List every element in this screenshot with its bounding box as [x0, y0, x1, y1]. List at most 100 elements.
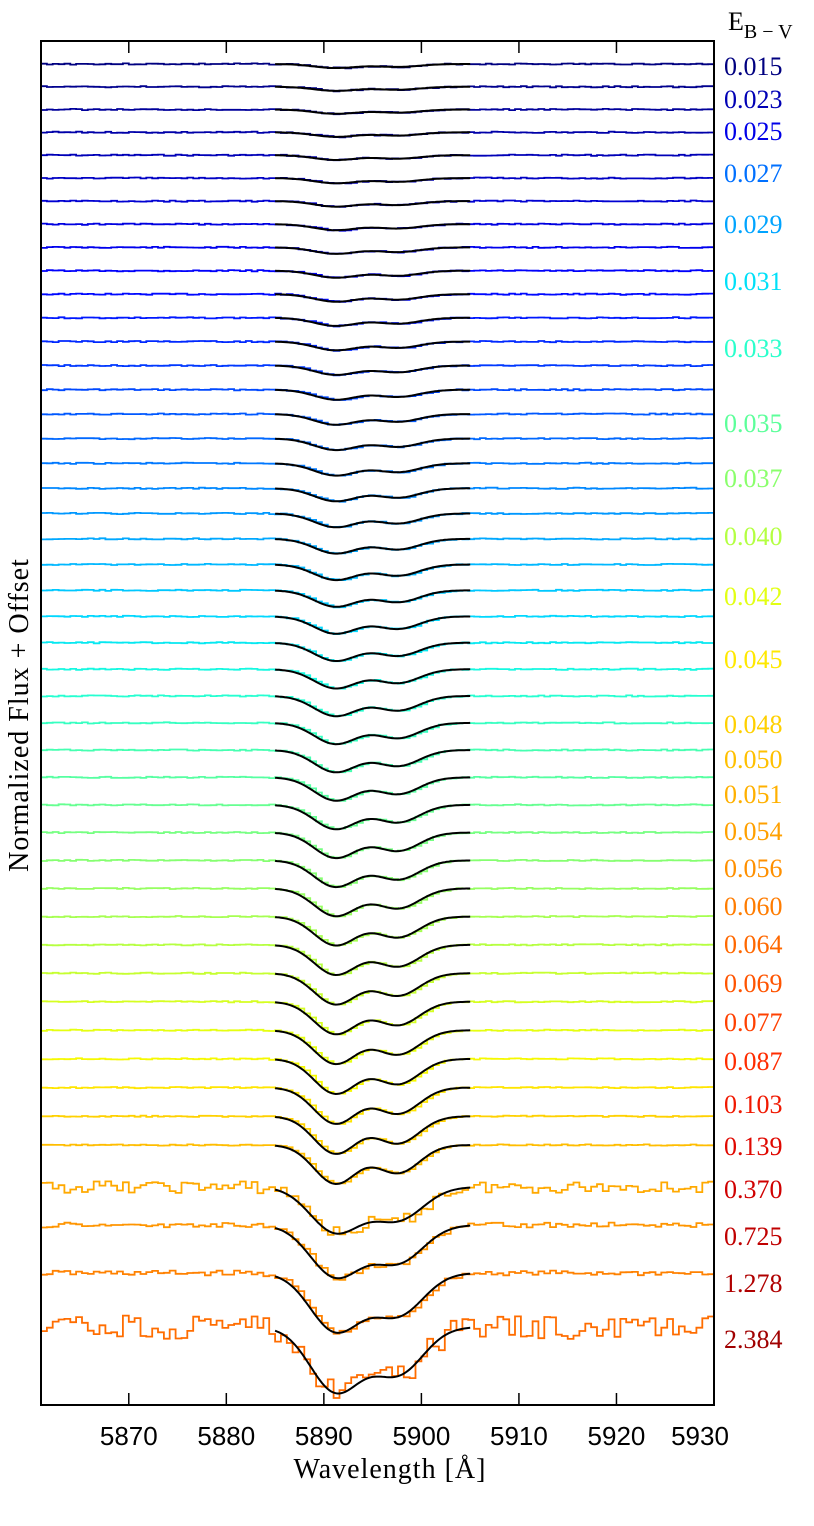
fit-line-28: [274, 749, 471, 774]
fit-line-38: [274, 1029, 471, 1066]
ebv-label-19: 0.069: [724, 969, 783, 998]
fit-line-32: [274, 859, 471, 889]
fit-line-43: [274, 1186, 471, 1235]
fit-line-33: [274, 887, 471, 918]
fit-line-10: [275, 293, 471, 303]
fit-line-17: [275, 462, 471, 477]
ebv-label-7: 0.035: [724, 409, 783, 438]
spectrum-line-11: [41, 316, 714, 328]
spectrum-line-28: [41, 748, 714, 774]
spectrum-line-21: [41, 563, 714, 581]
fit-line-19: [275, 512, 471, 529]
fit-line-42: [274, 1144, 471, 1186]
spectrum-line-13: [41, 364, 714, 377]
fit-line-1: [275, 85, 471, 92]
x-tick-label-5: 5920: [588, 1421, 646, 1451]
spectrum-line-14: [41, 388, 714, 401]
x-tick-label-4: 5910: [490, 1421, 548, 1451]
spectrum-line-30: [41, 803, 714, 830]
spectrum-line-16: [41, 437, 714, 451]
fit-line-37: [274, 1000, 471, 1036]
spectrum-line-35: [41, 943, 714, 976]
ebv-label-5: 0.031: [724, 267, 783, 296]
spectrum-line-26: [41, 694, 714, 718]
spectrum-line-9: [41, 269, 714, 279]
fit-line-0: [275, 63, 471, 69]
spectrum-line-18: [41, 486, 714, 503]
fit-line-34: [274, 915, 471, 947]
ebv-label-0: 0.015: [724, 52, 783, 81]
ebv-label-18: 0.064: [724, 930, 783, 959]
ebv-label-15: 0.054: [724, 817, 783, 846]
fit-line-4: [275, 154, 471, 161]
ebv-label-25: 0.725: [724, 1222, 783, 1251]
ebv-label-3: 0.027: [724, 159, 783, 188]
ebv-label-20: 0.077: [724, 1008, 783, 1037]
spectrum-line-10: [41, 292, 714, 303]
ebv-label-2: 0.025: [724, 117, 783, 146]
fit-line-13: [275, 364, 471, 376]
fit-line-31: [274, 831, 471, 860]
spectrum-line-33: [41, 887, 714, 918]
fit-line-2: [275, 108, 471, 115]
fit-line-35: [274, 943, 471, 977]
plot-frame: [40, 40, 715, 1406]
spectrum-line-27: [41, 721, 714, 745]
spectrum-line-22: [41, 588, 714, 609]
fit-line-36: [274, 972, 471, 1006]
spectrum-line-41: [41, 1114, 714, 1155]
ebv-label-24: 0.370: [724, 1175, 783, 1204]
spectrum-line-19: [41, 512, 714, 528]
ebv-label-12: 0.048: [724, 710, 783, 739]
spectrum-line-34: [41, 915, 714, 947]
ebv-labels: 0.015 0.023 0.025 0.027 0.029 0.031 0.033 0.035…: [724, 52, 783, 1354]
x-tick-label-1: 5880: [197, 1421, 255, 1451]
ebv-label-14: 0.051: [724, 780, 783, 809]
x-axis-ticks: 5870 5880 5890 5900 5910 5920 5930: [100, 41, 729, 1451]
fit-line-23: [275, 615, 471, 635]
x-tick-label-2: 5890: [295, 1421, 353, 1451]
fit-line-12: [275, 340, 471, 352]
spectrum-line-24: [41, 641, 714, 663]
fit-line-41: [274, 1115, 471, 1155]
spectrum-line-44: [41, 1221, 714, 1281]
fit-line-39: [274, 1058, 471, 1096]
spectrum-line-8: [41, 245, 714, 255]
fit-line-21: [275, 563, 471, 582]
fit-line-9: [275, 269, 471, 279]
x-tick-label-6: 5930: [671, 1421, 729, 1451]
spectrum-line-12: [41, 340, 714, 352]
fit-line-22: [275, 589, 471, 608]
spectrum-line-45: [41, 1269, 714, 1335]
x-tick-label-0: 5870: [100, 1421, 158, 1451]
spectrum-line-36: [41, 971, 714, 1006]
fit-line-29: [275, 776, 471, 802]
fit-line-8: [275, 246, 471, 255]
fit-line-6: [275, 200, 471, 208]
fit-line-20: [275, 537, 471, 555]
spectrum-line-15: [41, 412, 714, 426]
fit-line-18: [275, 487, 471, 503]
ebv-label-21: 0.087: [724, 1047, 783, 1076]
ebv-label-1: 0.023: [724, 85, 783, 114]
ebv-label-6: 0.033: [724, 334, 783, 363]
fit-line-27: [275, 721, 471, 746]
legend-title: EB − V: [728, 7, 793, 43]
fit-line-7: [275, 223, 471, 232]
fit-line-14: [275, 388, 471, 401]
ebv-label-9: 0.040: [724, 522, 783, 551]
ebv-label-13: 0.050: [724, 745, 783, 774]
fit-line-25: [275, 668, 471, 690]
ebv-label-10: 0.042: [724, 582, 783, 611]
fit-line-26: [275, 695, 471, 718]
fit-line-3: [275, 131, 471, 138]
spectrum-line-43: [41, 1180, 714, 1236]
ebv-label-17: 0.060: [724, 892, 783, 921]
fit-line-11: [275, 316, 471, 327]
fit-line-44: [274, 1224, 471, 1280]
ebv-label-23: 0.139: [724, 1132, 783, 1161]
x-axis-label: Wavelength [Å]: [294, 1454, 487, 1485]
y-axis-label: Normalized Flux + Offset: [4, 558, 35, 872]
fit-line-16: [275, 437, 471, 452]
